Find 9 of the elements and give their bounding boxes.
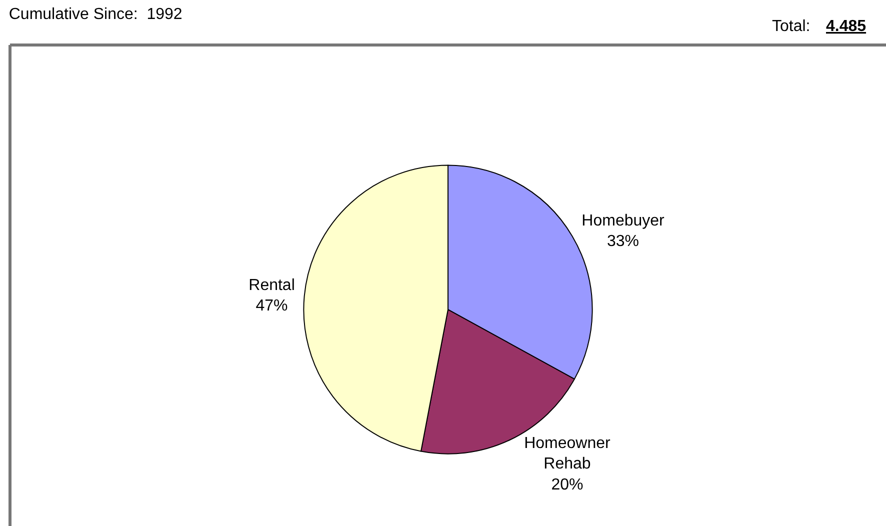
data-label: 20% [551, 476, 584, 494]
data-label: 33% [606, 233, 640, 250]
text: Total: [772, 18, 810, 35]
text: Cumulative Since: 1992 [8, 6, 182, 24]
slice-label: Rental [248, 276, 295, 294]
text: 4.485 [826, 18, 866, 35]
slice-label: Homeowner Rehab [524, 434, 612, 473]
slice-label: Homebuyer [582, 212, 666, 230]
data-label: 47% [256, 298, 288, 315]
